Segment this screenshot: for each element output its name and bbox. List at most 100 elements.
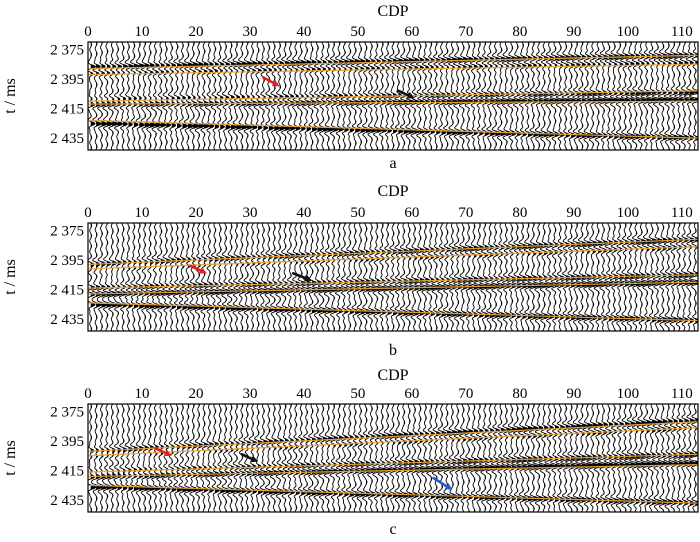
trace <box>635 42 648 150</box>
trace <box>232 42 243 150</box>
x-tick-label: 30 <box>242 24 257 40</box>
trace-fill <box>468 225 474 331</box>
trace <box>161 404 172 512</box>
panel-b: CDP 0 10 20 30 40 50 60 70 80 90 100 110 2 375 2 395… <box>2 183 699 359</box>
trace <box>264 404 275 512</box>
trace <box>323 223 335 331</box>
trace <box>462 223 475 331</box>
trace <box>306 223 319 331</box>
trace <box>135 404 146 512</box>
trace <box>609 42 621 150</box>
horizons <box>88 54 698 139</box>
trace <box>258 223 270 331</box>
trace <box>113 404 123 512</box>
trace <box>281 404 291 512</box>
trace <box>264 42 275 150</box>
x-tick-label: 20 <box>188 386 203 402</box>
trace <box>496 223 507 331</box>
trace <box>107 404 118 512</box>
trace <box>194 42 205 150</box>
trace <box>634 404 649 512</box>
trace-fill <box>160 42 166 147</box>
trace <box>350 42 362 150</box>
trace-fill <box>258 42 264 147</box>
x-axis-title: CDP <box>377 183 408 200</box>
trace <box>532 404 546 512</box>
x-tick-label: 0 <box>84 24 92 40</box>
trace-fill <box>500 223 507 328</box>
trace <box>204 223 216 331</box>
trace <box>243 42 254 150</box>
y-tick-labels: 2 375 2 395 2 415 2 435 <box>50 223 84 328</box>
trace-fill <box>652 227 659 331</box>
trace <box>88 404 97 512</box>
y-axis-title: t / ms <box>2 440 19 476</box>
arrows <box>189 264 313 282</box>
horizon-line <box>88 453 698 473</box>
trace <box>189 223 200 331</box>
trace <box>462 404 475 512</box>
trace <box>254 404 264 512</box>
arrow-black-icon <box>291 272 313 282</box>
y-tick-label: 2 375 <box>50 223 84 239</box>
trace <box>119 404 128 512</box>
trace <box>447 404 459 512</box>
horizon-line <box>88 119 698 139</box>
trace <box>360 223 373 331</box>
trace <box>221 404 232 512</box>
trace <box>630 42 642 150</box>
trace <box>150 42 162 150</box>
trace <box>156 223 168 331</box>
trace <box>200 404 210 512</box>
trace <box>458 223 470 331</box>
trace <box>419 404 433 512</box>
trace-fill <box>517 225 523 331</box>
horizon-line <box>88 281 698 295</box>
trace <box>389 223 399 331</box>
trace <box>345 42 357 150</box>
trace <box>629 404 643 512</box>
trace <box>549 42 562 150</box>
trace <box>183 42 194 150</box>
trace <box>275 223 287 331</box>
trace-fill <box>436 223 443 331</box>
trace-fill <box>527 223 535 331</box>
trace-fill <box>117 408 122 508</box>
trace <box>130 404 140 512</box>
y-tick-label: 2 395 <box>50 434 84 450</box>
arrow-blue-icon <box>432 476 453 490</box>
trace <box>467 404 481 512</box>
trace <box>178 223 188 331</box>
trace <box>286 223 296 331</box>
trace <box>624 404 637 512</box>
trace <box>538 42 551 150</box>
trace <box>88 42 97 150</box>
trace <box>91 404 103 512</box>
x-tick-label: 50 <box>350 386 365 402</box>
trace <box>183 404 195 512</box>
trace <box>658 42 670 150</box>
trace <box>124 404 134 512</box>
panel-label: a <box>389 155 396 172</box>
trace <box>473 404 487 512</box>
trace <box>118 223 129 331</box>
trace <box>345 223 356 331</box>
trace <box>269 223 281 331</box>
trace-fill <box>554 46 562 150</box>
x-tick-label: 110 <box>671 205 693 221</box>
trace <box>657 404 670 512</box>
y-tick-label: 2 415 <box>50 464 84 480</box>
trace-fill <box>414 407 421 512</box>
horizon-line <box>88 427 698 457</box>
trace-fill <box>166 227 173 327</box>
trace-fill <box>608 45 616 150</box>
x-axis-title: CDP <box>377 367 408 384</box>
x-tick-label: 90 <box>566 24 581 40</box>
trace <box>603 42 616 150</box>
trace <box>226 223 238 331</box>
trace <box>340 404 350 512</box>
y-tick-label: 2 375 <box>50 404 84 420</box>
trace <box>189 404 200 512</box>
y-tick-labels: 2 375 2 395 2 415 2 435 <box>50 404 84 509</box>
trace <box>645 42 660 150</box>
